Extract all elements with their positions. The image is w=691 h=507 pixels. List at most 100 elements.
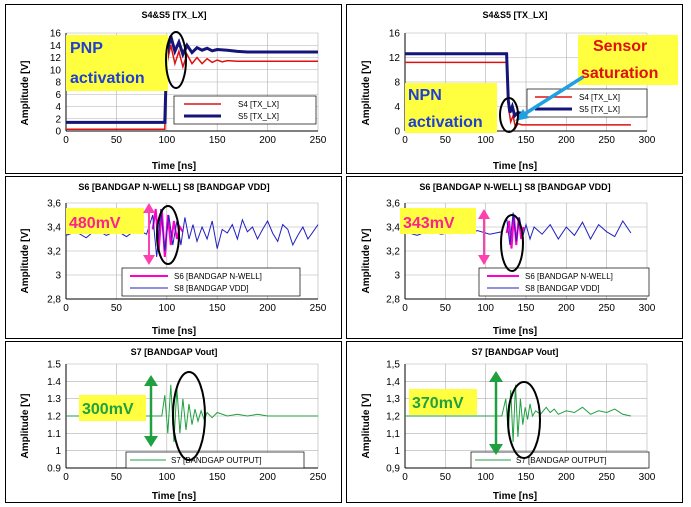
y-tick-label: 8	[55, 78, 61, 89]
legend-label-s5: S5 [TX_LX]	[238, 112, 279, 121]
legend-box	[121, 267, 301, 297]
y-tick-label: 1,5	[386, 360, 400, 371]
x-tick-label: 50	[440, 303, 452, 314]
y-tick-label: 3,4	[386, 223, 400, 234]
x-tick-label: 50	[111, 135, 123, 146]
y-tick-label: 10	[50, 65, 62, 76]
y-axis-title: Amplitude [V]	[361, 394, 372, 459]
y-tick-label: 4	[55, 102, 61, 113]
x-tick-label: 200	[558, 135, 575, 146]
legend-box	[526, 88, 648, 118]
y-tick-label: 1	[394, 446, 400, 457]
x-tick-label: 250	[310, 472, 327, 483]
x-axis-title: Time [ns]	[152, 326, 196, 337]
chart-title: S6 [BANDGAP N-WELL] S8 [BANDGAP VDD]	[419, 182, 610, 192]
x-tick-label: 200	[259, 472, 276, 483]
chart-panel-3: S6 [BANDGAP N-WELL] S8 [BANDGAP VDD] Amp…	[5, 176, 342, 339]
highlight-ellipse	[156, 205, 180, 265]
x-tick-label: 250	[598, 472, 615, 483]
x-tick-label: 150	[518, 472, 535, 483]
x-axis-title: Time [ns]	[493, 491, 537, 502]
x-tick-label: 100	[477, 472, 494, 483]
x-tick-label: 150	[209, 135, 226, 146]
x-tick-label: 150	[209, 472, 226, 483]
y-tick-label: 3,2	[386, 247, 400, 258]
legend-label-s6: S6 [BANDGAP N-WELL]	[174, 272, 262, 281]
annotation-highlight	[409, 389, 477, 415]
y-tick-label: 1,3	[386, 394, 400, 405]
chart-title: S7 [BANDGAP Vout]	[131, 347, 218, 357]
y-tick-label: 12	[50, 53, 62, 64]
legend: S4 [TX_LX] S5 [TX_LX]	[526, 88, 648, 118]
annotation-value: 480mV	[69, 215, 121, 232]
y-tick-label: 12	[389, 53, 401, 64]
y-tick-label: 16	[50, 29, 62, 40]
y-tick-label: 1,4	[386, 377, 400, 388]
y-axis-title: Amplitude [V]	[361, 61, 372, 126]
x-tick-label: 100	[158, 303, 175, 314]
legend: S7 [BANDGAP OUTPUT]	[470, 451, 650, 469]
chart-svg-6: S7 [BANDGAP Vout] Amplitude [V] Time [ns…	[361, 347, 656, 502]
x-tick-label: 250	[598, 303, 615, 314]
x-tick-label: 0	[402, 303, 408, 314]
y-tick-label: 3,6	[47, 199, 61, 210]
x-tick-label: 100	[158, 135, 175, 146]
x-tick-label: 50	[111, 472, 123, 483]
legend: S6 [BANDGAP N-WELL] S8 [BANDGAP VDD]	[121, 267, 301, 297]
legend-box	[478, 267, 650, 297]
highlight-ellipse	[500, 214, 524, 272]
x-tick-label: 100	[477, 135, 494, 146]
x-tick-label: 300	[639, 472, 656, 483]
legend: S4 [TX_LX] S5 [TX_LX]	[173, 95, 317, 125]
x-tick-label: 150	[209, 303, 226, 314]
legend-box	[470, 451, 650, 469]
annotation-sensor: Sensor	[593, 38, 647, 55]
x-tick-label: 200	[259, 135, 276, 146]
highlight-ellipse	[499, 97, 519, 133]
chart-panel-5: S7 [BANDGAP Vout] Amplitude [V] Time [ns…	[5, 341, 342, 503]
x-tick-label: 0	[402, 135, 408, 146]
x-tick-label: 50	[440, 135, 452, 146]
chart-panel-1: S4&S5 [TX_LX] Amplitude [V] Time [ns] 0 5…	[5, 4, 342, 174]
x-tick-label: 250	[310, 135, 327, 146]
legend-label-s5: S5 [TX_LX]	[579, 105, 620, 114]
amplitude-arrowhead-down	[489, 444, 503, 455]
chart-svg-3: S6 [BANDGAP N-WELL] S8 [BANDGAP VDD] Amp…	[20, 182, 327, 337]
x-tick-label: 200	[259, 303, 276, 314]
chart-title: S7 [BANDGAP Vout]	[472, 347, 559, 357]
chart-svg-1: S4&S5 [TX_LX] Amplitude [V] Time [ns] 0 5…	[20, 10, 327, 172]
amplitude-arrowhead-up	[478, 209, 490, 219]
x-tick-label: 300	[639, 303, 656, 314]
legend-label-s8: S8 [BANDGAP VDD]	[174, 284, 249, 293]
annotation-activation: activation	[408, 114, 483, 131]
y-tick-label: 1,2	[386, 412, 400, 423]
series-line-1	[66, 45, 318, 130]
amplitude-arrowhead-down	[478, 255, 490, 265]
x-tick-label: 0	[63, 303, 69, 314]
x-tick-label: 150	[518, 303, 535, 314]
x-tick-label: 300	[639, 135, 656, 146]
y-tick-label: 2	[55, 114, 61, 125]
x-tick-label: 50	[440, 472, 452, 483]
y-tick-label: 14	[50, 41, 62, 52]
amplitude-arrowhead-down	[144, 436, 158, 447]
y-axis-title: Amplitude [V]	[20, 61, 31, 126]
y-tick-label: 8	[394, 78, 400, 89]
annotation-npn: NPN	[408, 87, 442, 104]
annotation-highlight-npn	[405, 83, 497, 133]
amplitude-arrowhead-up	[489, 371, 503, 382]
y-tick-label: 1.1	[47, 429, 61, 440]
annotation-highlight	[79, 395, 146, 421]
y-tick-label: 1.2	[47, 412, 61, 423]
legend-box	[173, 95, 317, 125]
legend-label-s4: S4 [TX_LX]	[579, 93, 620, 102]
plot-area: 0 50 100 150 200 250 300 0 4 8 12 16	[389, 29, 656, 147]
annotation-arrow	[522, 75, 584, 117]
chart-title: S6 [BANDGAP N-WELL] S8 [BANDGAP VDD]	[78, 182, 269, 192]
y-tick-label: 0,9	[386, 464, 400, 475]
highlight-ellipse	[165, 31, 187, 89]
legend: S6 [BANDGAP N-WELL] S8 [BANDGAP VDD]	[478, 267, 650, 297]
x-tick-label: 100	[477, 303, 494, 314]
chart-panel-4: S6 [BANDGAP N-WELL] S8 [BANDGAP VDD] Amp…	[346, 176, 683, 339]
amplitude-arrowhead-up	[144, 375, 158, 386]
